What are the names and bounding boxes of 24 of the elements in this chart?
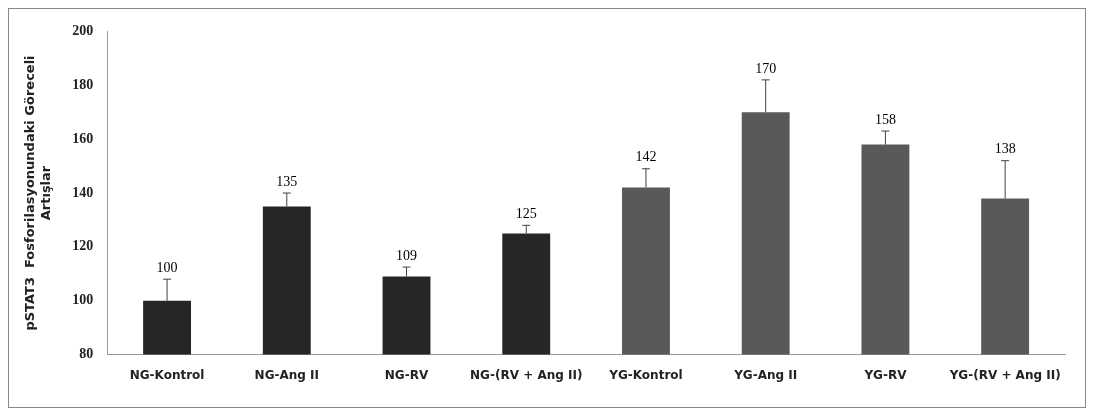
x-tick-label: NG-Kontrol [129, 367, 205, 382]
x-tick-label: YG-Ang II [733, 367, 798, 382]
x-tick-label: NG-(RV + Ang II) [470, 367, 583, 382]
x-tick-label: YG-(RV + Ang II) [948, 367, 1061, 382]
y-tick-label: 100 [72, 292, 94, 308]
y-tick-label: 120 [72, 238, 94, 254]
y-tick-label: 80 [79, 346, 94, 362]
data-label: 135 [276, 173, 298, 189]
data-label: 170 [755, 60, 777, 76]
x-tick-label: NG-Ang II [254, 367, 319, 382]
y-tick-label: 160 [72, 130, 94, 146]
data-label: 158 [874, 111, 896, 127]
x-tick-label: NG-RV [384, 367, 429, 382]
data-label: 109 [396, 247, 418, 263]
x-tick-label: YG-RV [863, 367, 908, 382]
data-label: 125 [515, 205, 537, 221]
y-tick-label: 140 [72, 184, 94, 200]
y-tick-label: 200 [72, 23, 94, 39]
y-axis-title: pSTAT3 Fosforilasyonundaki Göreceli Artışlar [22, 55, 53, 331]
y-tick-label: 180 [72, 76, 94, 92]
data-label: 100 [156, 259, 178, 275]
data-label: 138 [994, 141, 1016, 157]
x-tick-label: YG-Kontrol [608, 367, 683, 382]
data-label: 142 [635, 149, 657, 165]
